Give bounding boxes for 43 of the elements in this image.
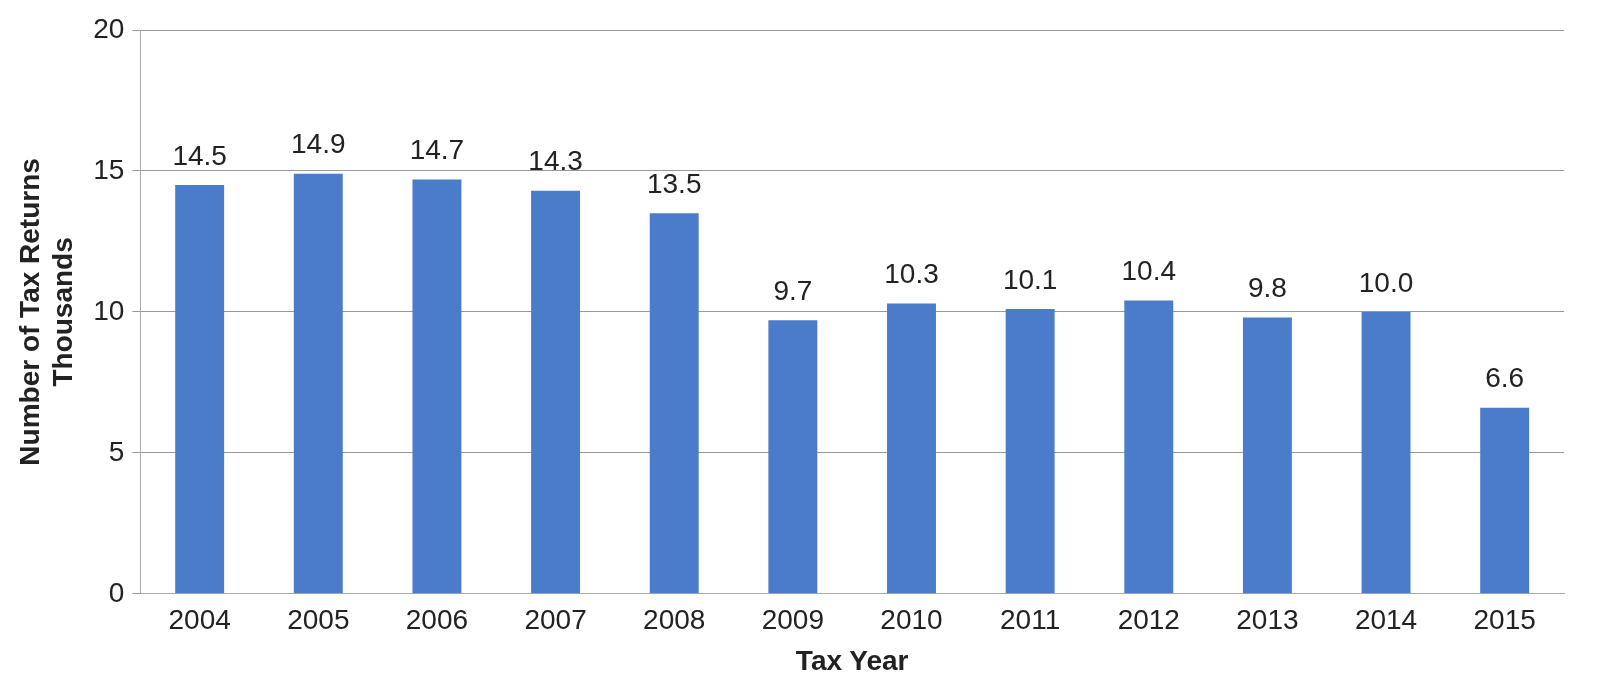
bar bbox=[412, 179, 462, 594]
x-tick-label: 2010 bbox=[880, 604, 943, 636]
x-tick-label: 2011 bbox=[1000, 604, 1061, 636]
bar bbox=[531, 190, 581, 594]
x-tick-label: 2013 bbox=[1236, 604, 1299, 636]
x-tick-label: 2014 bbox=[1354, 604, 1418, 636]
bar bbox=[1361, 311, 1411, 594]
x-tick-label: 2006 bbox=[405, 604, 469, 636]
y-tick-label: 20 bbox=[93, 12, 125, 44]
x-tick-label: 2005 bbox=[287, 604, 350, 636]
x-tick-label: 2012 bbox=[1117, 604, 1180, 636]
y-tick-label: 15 bbox=[93, 153, 125, 185]
data-label: 9.7 bbox=[773, 275, 813, 307]
data-label: 10.3 bbox=[884, 258, 939, 290]
x-tick-label: 2007 bbox=[524, 604, 587, 636]
y-tick-label: 0 bbox=[108, 576, 125, 608]
data-label: 14.7 bbox=[409, 134, 465, 166]
bar bbox=[175, 185, 225, 594]
data-label: 10.4 bbox=[1121, 255, 1177, 287]
data-label: 13.5 bbox=[646, 167, 702, 199]
x-tick-label: 2008 bbox=[643, 604, 706, 636]
y-tick-label: 5 bbox=[108, 435, 125, 467]
bar bbox=[1005, 309, 1055, 594]
data-label: 10.0 bbox=[1358, 266, 1414, 298]
x-tick-label: 2015 bbox=[1473, 604, 1536, 636]
bar bbox=[1480, 407, 1530, 594]
bar bbox=[293, 173, 343, 594]
x-tick-label: 2009 bbox=[761, 604, 824, 636]
data-label: 6.6 bbox=[1485, 362, 1525, 394]
data-label: 14.5 bbox=[172, 139, 227, 171]
bar bbox=[768, 320, 818, 594]
data-label: 14.9 bbox=[291, 128, 346, 160]
bar bbox=[649, 213, 699, 594]
data-label: 14.3 bbox=[528, 145, 583, 177]
x-axis-title: Tax Year bbox=[795, 644, 909, 676]
data-label: 9.8 bbox=[1247, 272, 1287, 304]
bar bbox=[1242, 317, 1292, 594]
y-tick-label: 10 bbox=[93, 294, 125, 326]
bar bbox=[1124, 300, 1174, 594]
data-label: 10.1 bbox=[1002, 263, 1058, 295]
bar bbox=[887, 303, 936, 594]
x-tick-label: 2004 bbox=[168, 604, 231, 636]
y-axis-title: Number of Tax Returns Thousands bbox=[13, 158, 79, 466]
